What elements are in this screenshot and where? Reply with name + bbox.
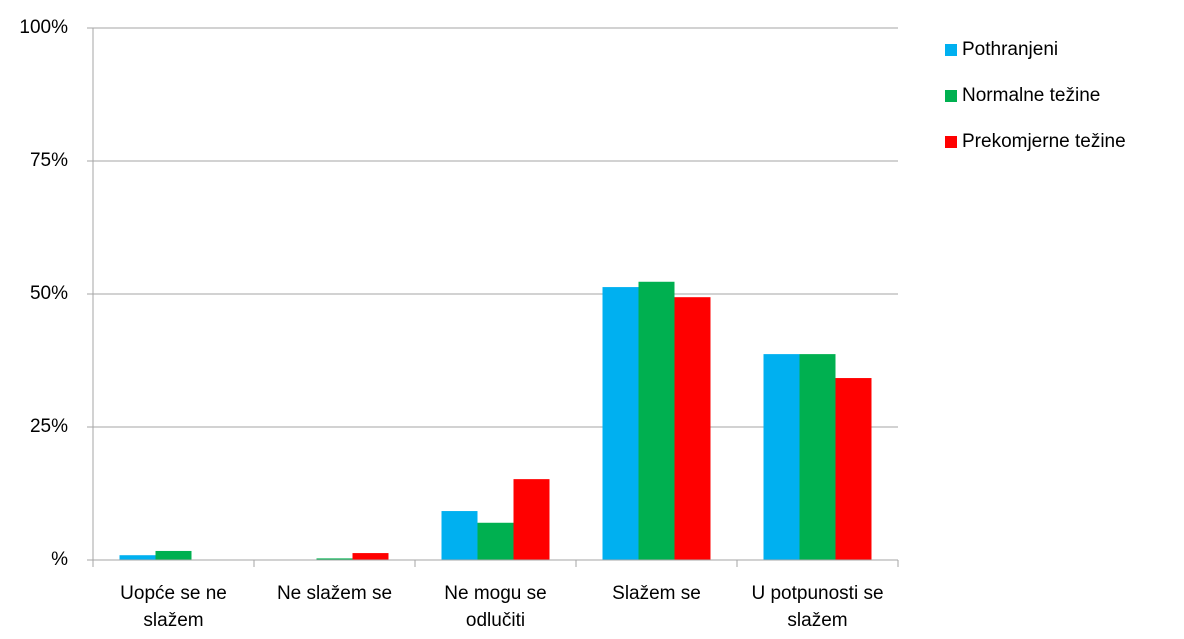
x-tick-label: Ne slažem se <box>276 583 393 604</box>
bar <box>602 287 639 560</box>
bar <box>119 555 156 560</box>
y-tick-label: 25% <box>30 416 68 437</box>
legend-swatch <box>945 90 957 102</box>
bar <box>674 297 711 560</box>
legend-label: Normalne težine <box>962 85 1100 106</box>
x-tick-label: Ne mogu se odlučiti <box>444 583 547 631</box>
y-tick-label: % <box>51 549 68 570</box>
y-tick-label: 100% <box>19 17 68 38</box>
bar <box>155 550 192 560</box>
bar <box>799 354 836 560</box>
bar <box>352 553 389 560</box>
bar <box>513 479 550 560</box>
x-tick-label: U potpunosti se slažem <box>751 583 884 631</box>
bar <box>441 511 478 560</box>
x-tick-label: Uopće se ne slažem <box>120 583 227 631</box>
legend-label: Pothranjeni <box>962 39 1058 60</box>
x-tick-label: Slažem se <box>612 583 701 604</box>
legend-swatch <box>945 44 957 56</box>
y-tick-label: 50% <box>30 283 68 304</box>
bar <box>638 281 675 560</box>
bar <box>763 354 800 560</box>
bar <box>835 378 872 560</box>
bar <box>316 558 353 560</box>
y-tick-label: 75% <box>30 150 68 171</box>
legend-swatch <box>945 136 957 148</box>
legend-label: Prekomjerne težine <box>962 131 1126 152</box>
bar <box>477 522 514 560</box>
